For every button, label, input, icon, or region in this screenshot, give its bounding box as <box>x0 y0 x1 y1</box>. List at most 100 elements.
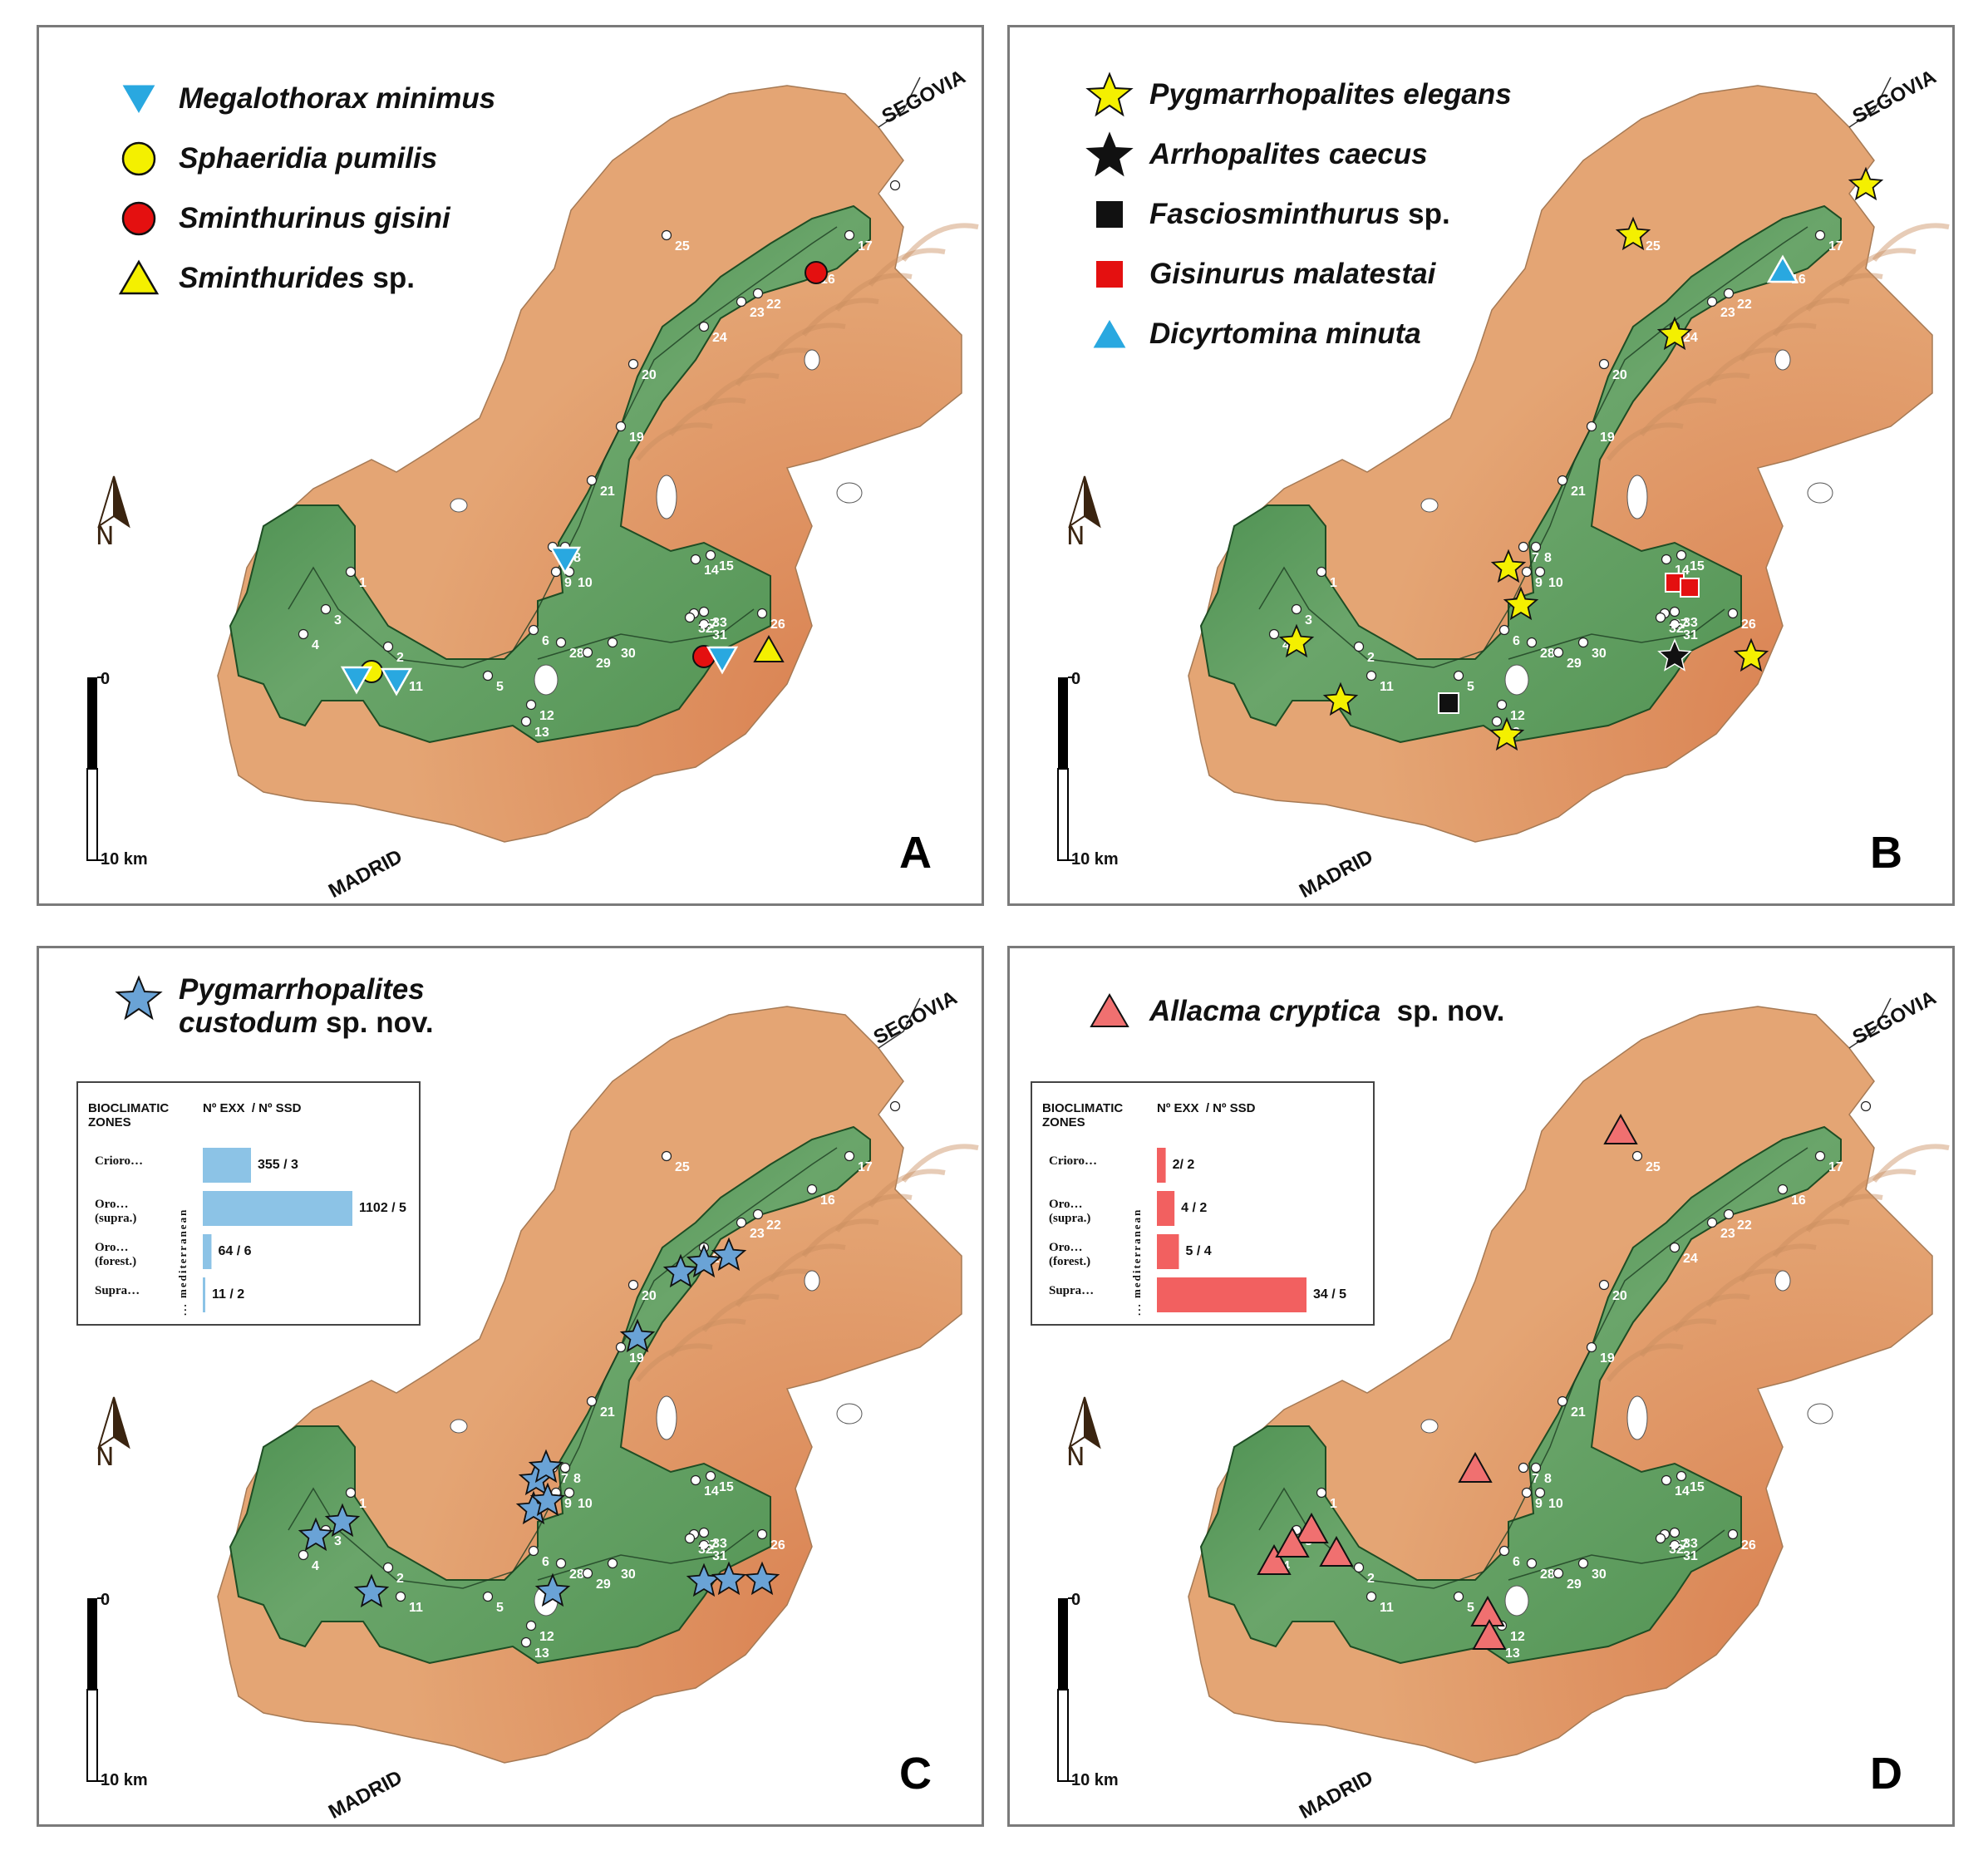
star-blue-icon <box>115 975 163 1021</box>
site-number: 32 <box>698 622 713 636</box>
site-number: 8 <box>1544 551 1552 565</box>
inset-heading: BIOCLIMATIC ZONES <box>88 1101 170 1129</box>
site-number: 28 <box>1540 1567 1555 1582</box>
north-label: N <box>96 522 115 551</box>
inset-bar-value: 34 / 5 <box>1313 1287 1347 1302</box>
inset-zone-label: ... mediterranean <box>176 1208 189 1316</box>
inset-zone-label: ... mediterranean <box>1130 1208 1143 1316</box>
north-arrow-icon <box>113 1396 130 1449</box>
map-panel-a: 1234567891011121314151617181920212223242… <box>37 25 984 906</box>
site-dot <box>684 1533 696 1544</box>
legend-item: Dicyrtomina minuta <box>1085 304 1512 364</box>
site-dot <box>586 1395 598 1407</box>
scale-label-zero: 0 <box>101 1591 111 1609</box>
site-number: 13 <box>1505 1646 1520 1661</box>
relief-shading <box>668 1318 746 1357</box>
site-dot <box>1526 1558 1538 1569</box>
legend-item: Gisinurus malatestai <box>1085 244 1512 304</box>
site-number: 10 <box>1548 1497 1563 1511</box>
site-number: 10 <box>1548 576 1563 590</box>
relief-shading <box>1838 1169 1917 1208</box>
record-marker <box>1278 623 1315 658</box>
site-dot <box>582 1567 593 1579</box>
site-number: 19 <box>629 431 644 445</box>
site-dot <box>1453 670 1464 682</box>
site-number: 2 <box>1367 1572 1375 1586</box>
legend-label: Allacma cryptica <box>1149 995 1381 1027</box>
site-dot <box>1727 608 1739 619</box>
site-dot <box>844 229 855 241</box>
legend-d: Allacma cryptica sp. nov. <box>1085 982 1504 1041</box>
site-number: 26 <box>1741 618 1756 632</box>
site-dot <box>806 1184 818 1195</box>
site-dot <box>1553 647 1564 658</box>
scale-label-ten: 10 km <box>101 850 148 869</box>
site-number: 7 <box>1532 1472 1539 1486</box>
site-number: 29 <box>596 1577 611 1592</box>
inset-bar-value: 355 / 3 <box>257 1158 298 1172</box>
site-dot <box>1655 1533 1666 1544</box>
site-number: 25 <box>1646 1160 1661 1174</box>
site-number: 32 <box>1669 622 1684 636</box>
site-number: 3 <box>334 613 342 627</box>
legend-label: Dicyrtomina minuta <box>1149 317 1421 350</box>
site-number: 20 <box>642 368 657 382</box>
record-marker <box>805 261 828 284</box>
elevation-line <box>288 226 838 668</box>
site-number: 12 <box>539 709 554 723</box>
site-dot <box>1518 541 1529 553</box>
site-number: 6 <box>1513 1555 1520 1569</box>
map-terrain: 1234567891011121314151617181920212223242… <box>1057 76 1950 861</box>
region-park <box>1199 1125 1842 1665</box>
site-dot <box>1661 1474 1672 1486</box>
north-arrow-icon <box>1068 1396 1085 1449</box>
reservoir <box>836 482 863 504</box>
record-marker <box>1319 1535 1354 1567</box>
site-dot <box>1598 1279 1610 1291</box>
inset-bar <box>1157 1234 1179 1269</box>
reservoir <box>1774 1270 1791 1292</box>
reservoir <box>1774 349 1791 371</box>
site-dot <box>528 1545 539 1557</box>
inset-row-label: Oro… (forest.) <box>95 1241 137 1268</box>
site-number: 28 <box>569 647 584 661</box>
site-dot <box>889 180 901 191</box>
legend-item: Sminthurinus gisini <box>114 189 495 249</box>
map-terrain: 1234567891011121314151617181920212223242… <box>1057 997 1950 1782</box>
site-number: 31 <box>712 628 727 642</box>
site-number: 21 <box>600 485 615 499</box>
record-marker <box>1766 254 1799 283</box>
site-number: 21 <box>600 1405 615 1420</box>
relief-shading <box>701 372 780 411</box>
record-marker <box>1490 549 1527 583</box>
site-number: 4 <box>312 638 319 652</box>
relief-shading <box>868 248 946 287</box>
site-number: 25 <box>1646 239 1661 253</box>
inset-bar-value: 64 / 6 <box>218 1244 252 1258</box>
site-number: 22 <box>766 298 781 312</box>
site-number: 30 <box>621 647 636 661</box>
site-dot <box>382 641 394 652</box>
scale-bar <box>87 1598 97 1690</box>
site-number: 16 <box>820 1193 835 1208</box>
site-dot <box>698 618 710 630</box>
scale-bar <box>87 677 97 769</box>
site-number: 10 <box>578 576 593 590</box>
reservoir <box>450 1419 468 1434</box>
scale-label-zero: 0 <box>1071 1591 1081 1609</box>
site-number: 18 <box>1874 1110 1889 1125</box>
site-number: 13 <box>534 726 549 740</box>
relief-shading <box>1705 1268 1784 1307</box>
site-number: 19 <box>1600 431 1615 445</box>
reservoir <box>1504 664 1529 696</box>
site-number: 22 <box>766 1218 781 1233</box>
site-number: 33 <box>712 1537 727 1551</box>
triangle-up-blue-icon <box>1089 315 1130 351</box>
record-marker <box>1275 1526 1310 1558</box>
record-marker <box>380 667 413 696</box>
elevation-line <box>1258 226 1808 668</box>
site-dot <box>525 1620 537 1631</box>
legend-label: Gisinurus malatestai <box>1149 258 1436 290</box>
site-dot <box>1498 624 1510 636</box>
site-number: 30 <box>621 1567 636 1582</box>
